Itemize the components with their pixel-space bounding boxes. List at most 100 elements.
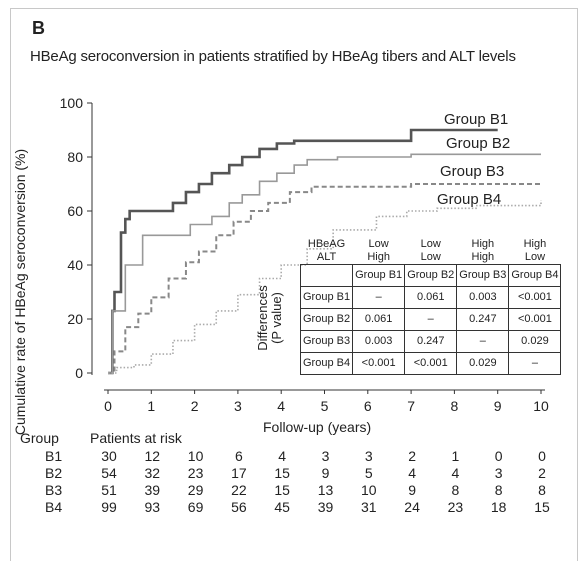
y-tick-label: 20 bbox=[67, 311, 83, 327]
series-line-group-b3 bbox=[108, 183, 541, 374]
x-tick-label: 8 bbox=[451, 398, 459, 414]
risk-count: 45 bbox=[274, 499, 290, 515]
risk-count: 8 bbox=[451, 482, 460, 498]
axes: 0 20 40 60 80 100 0 1 2 3 4 5 6 7 8 9 10 bbox=[60, 95, 549, 414]
risk-count: 24 bbox=[404, 499, 420, 515]
risk-count: 30 bbox=[101, 448, 117, 464]
risk-count: 4 bbox=[408, 465, 416, 481]
x-tick-label: 3 bbox=[234, 398, 242, 414]
risk-count: 3 bbox=[494, 465, 503, 481]
series-line-group-b2 bbox=[108, 153, 541, 374]
table-col-header: Group B3 bbox=[456, 264, 510, 287]
risk-count: 12 bbox=[144, 448, 161, 464]
x-tick-label: 2 bbox=[191, 398, 199, 414]
p-value-table: HBeAG ALT Low High Low Low High High High Lo… bbox=[299, 232, 562, 375]
table-cell: – bbox=[352, 286, 406, 309]
risk-count: 4 bbox=[451, 465, 460, 481]
table-cell: 0.061 bbox=[404, 286, 458, 309]
table-cell: <0.001 bbox=[352, 352, 406, 375]
y-tick-label: 80 bbox=[67, 149, 83, 165]
differences-label: Differences (P value) bbox=[255, 268, 284, 368]
differences-label-line2: (P value) bbox=[269, 292, 284, 344]
level-col-3: High High bbox=[457, 232, 509, 265]
risk-count: 2 bbox=[538, 465, 546, 481]
level-alt: High bbox=[471, 251, 495, 263]
table-row-header: Group B4 bbox=[299, 352, 354, 375]
table-cell: – bbox=[508, 352, 562, 375]
table-cell: <0.001 bbox=[404, 352, 458, 375]
x-tick-label: 10 bbox=[533, 398, 549, 414]
level-alt: Low bbox=[420, 251, 441, 263]
series-labels: Group B1 Group B2 Group B3 Group B4 bbox=[437, 111, 510, 208]
table-row: Group B2 0.061 – 0.247 <0.001 bbox=[299, 308, 562, 331]
risk-count: 3 bbox=[364, 448, 373, 464]
risk-group-name: B2 bbox=[45, 465, 63, 481]
x-axis-label: Follow-up (years) bbox=[263, 419, 372, 435]
risk-count: 4 bbox=[278, 448, 287, 464]
table-cell: <0.001 bbox=[508, 286, 562, 309]
series-lines bbox=[108, 128, 542, 375]
table-cell: 0.003 bbox=[352, 330, 406, 353]
risk-group-name: B1 bbox=[45, 448, 63, 464]
risk-count: 31 bbox=[361, 499, 377, 515]
risk-count: 23 bbox=[187, 465, 204, 481]
figure-frame bbox=[10, 8, 578, 561]
risk-count: 2 bbox=[408, 448, 416, 464]
table-cell: <0.001 bbox=[508, 308, 562, 331]
risk-title: Patients at risk bbox=[90, 430, 182, 446]
risk-count: 39 bbox=[144, 482, 161, 498]
risk-group-name: B4 bbox=[45, 499, 63, 515]
x-tick-label: 5 bbox=[321, 398, 329, 414]
panel-letter: B bbox=[32, 18, 45, 38]
risk-count: 23 bbox=[447, 499, 464, 515]
level-col-2: Low Low bbox=[405, 232, 457, 265]
table-row-header: Group B3 bbox=[299, 330, 354, 353]
table-row: Group B3 0.003 0.247 – 0.029 bbox=[299, 330, 562, 353]
risk-count: 15 bbox=[534, 499, 550, 515]
table-cell: 0.003 bbox=[456, 286, 510, 309]
table-cell: 0.029 bbox=[508, 330, 562, 353]
risk-count: 8 bbox=[494, 482, 503, 498]
risk-count: 29 bbox=[187, 482, 204, 498]
level-col-1: Low High bbox=[353, 232, 405, 265]
header-alt: ALT bbox=[316, 251, 337, 263]
risk-count: 51 bbox=[101, 482, 117, 498]
x-tick-label: 1 bbox=[147, 398, 155, 414]
series-label: Group B4 bbox=[437, 191, 501, 208]
risk-count: 9 bbox=[408, 482, 416, 498]
x-tick-label: 9 bbox=[494, 398, 502, 414]
risk-count: 39 bbox=[317, 499, 334, 515]
table-row: Group B4 <0.001 <0.001 0.029 – bbox=[299, 352, 562, 375]
risk-count: 3 bbox=[321, 448, 330, 464]
table-row-header: Group B1 bbox=[299, 286, 354, 309]
y-tick-label: 100 bbox=[60, 95, 84, 111]
table-cell: – bbox=[456, 330, 510, 353]
risk-count: 0 bbox=[494, 448, 503, 464]
x-tick-label: 6 bbox=[364, 398, 372, 414]
level-hbeag: High bbox=[471, 238, 495, 250]
risk-count: 54 bbox=[101, 465, 117, 481]
y-tick-label: 60 bbox=[67, 203, 83, 219]
risk-count: 1 bbox=[451, 448, 460, 464]
table-cell: 0.247 bbox=[404, 330, 458, 353]
table-cell: 0.061 bbox=[352, 308, 406, 331]
series-line-group-b1 bbox=[108, 128, 498, 375]
table-cell: 0.029 bbox=[456, 352, 510, 375]
risk-count: 15 bbox=[274, 482, 290, 498]
risk-count: 99 bbox=[101, 499, 117, 515]
table-col-header: Group B2 bbox=[404, 264, 458, 287]
table-corner-cell bbox=[299, 264, 354, 287]
risk-count: 13 bbox=[317, 482, 334, 498]
risk-count: 10 bbox=[361, 482, 377, 498]
series-label: Group B1 bbox=[444, 111, 508, 128]
table-header-row: HBeAG ALT Low High Low Low High High High Lo… bbox=[301, 232, 561, 265]
risk-count: 9 bbox=[321, 465, 330, 481]
risk-count: 22 bbox=[231, 482, 247, 498]
table-row-header: Group B2 bbox=[299, 308, 354, 331]
risk-count: 10 bbox=[187, 448, 204, 464]
series-label: Group B2 bbox=[446, 135, 510, 152]
header-hbeag-alt: HBeAG ALT bbox=[301, 232, 353, 265]
level-hbeag: High bbox=[523, 238, 547, 250]
series-line-group-b4 bbox=[108, 200, 542, 374]
